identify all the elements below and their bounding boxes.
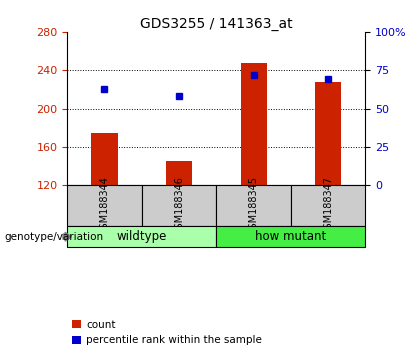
FancyBboxPatch shape (67, 185, 142, 225)
Legend: count, percentile rank within the sample: count, percentile rank within the sample (72, 320, 262, 345)
Title: GDS3255 / 141363_at: GDS3255 / 141363_at (140, 17, 293, 31)
Bar (315, 82, 341, 185)
Text: GSM188344: GSM188344 (100, 176, 110, 235)
Text: genotype/variation: genotype/variation (4, 232, 103, 242)
Bar (92, 132, 118, 185)
FancyBboxPatch shape (291, 185, 365, 225)
Text: GSM188345: GSM188345 (249, 176, 259, 235)
Bar (166, 161, 192, 185)
Text: GSM188346: GSM188346 (174, 176, 184, 235)
Text: GSM188347: GSM188347 (323, 176, 333, 235)
FancyBboxPatch shape (142, 185, 216, 225)
FancyBboxPatch shape (216, 185, 291, 225)
Text: wildtype: wildtype (117, 230, 167, 243)
FancyBboxPatch shape (67, 226, 216, 247)
Text: how mutant: how mutant (255, 230, 326, 243)
Bar (241, 63, 267, 185)
FancyBboxPatch shape (216, 226, 365, 247)
